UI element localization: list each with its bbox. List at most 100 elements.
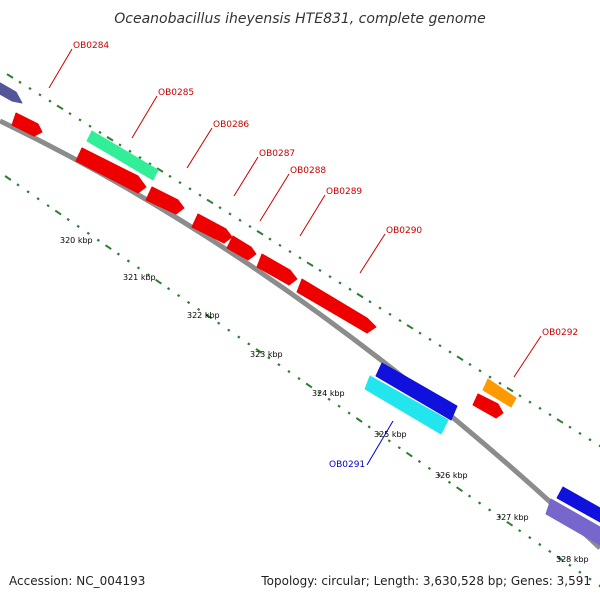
minor-tick [136,266,141,270]
gene-label[interactable]: OB0284 [73,41,109,51]
minor-tick [287,370,291,374]
minor-tick [227,328,231,332]
minor-tick [548,413,552,417]
minor-tick [417,459,422,464]
minor-tick [498,515,502,519]
minor-tick [78,118,82,122]
gene-arrow[interactable] [145,186,185,215]
minor-tick [528,535,532,540]
map-title: Oceanobacillus iheyensis HTE831, complet… [114,11,485,27]
gene-arrow[interactable] [482,378,517,408]
minor-tick [288,250,292,254]
minor-tick [166,287,171,291]
minor-tick [377,432,381,436]
major-tick [456,486,463,493]
minor-tick [237,335,241,339]
minor-tick [388,312,392,316]
minor-tick [538,542,542,547]
major-tick [456,355,464,361]
minor-tick [116,252,120,256]
minor-tick [367,425,371,429]
gene-label[interactable]: OB0292 [542,328,578,338]
genome-summary-text: Topology: circular; Length: 3,630,528 bp… [260,574,591,588]
kbp-label: 321 kbp [123,273,156,282]
minor-tick [218,206,222,210]
minor-tick [418,331,422,335]
gene-arrow[interactable] [364,375,449,435]
gene-arrow[interactable] [545,498,600,546]
gene-label[interactable]: OB0289 [326,187,362,197]
major-tick [556,418,564,424]
minor-tick [588,438,592,442]
minor-tick [177,293,181,298]
minor-tick [128,149,132,153]
minor-tick [88,124,92,128]
gene-label[interactable]: OB0286 [213,120,249,130]
minor-tick [568,425,572,429]
major-tick [56,104,64,111]
kbp-label: 322 kbp [187,311,220,320]
major-tick [155,278,162,285]
major-tick [506,520,514,527]
minor-tick [267,356,271,360]
accession-text: Accession: NC_004193 [9,574,145,588]
minor-tick [387,439,391,443]
minor-tick [26,190,30,194]
major-tick [54,209,62,216]
minor-tick [118,143,122,147]
minor-tick [538,406,542,410]
major-tick [205,313,213,320]
gene-arrow[interactable] [86,130,159,181]
inner-tick-row [4,175,600,588]
gene-arrow[interactable] [75,147,147,194]
kbp-label: 323 kbp [250,350,283,359]
minor-tick [428,337,432,341]
major-tick [406,324,414,330]
gene-arrow[interactable] [472,393,504,419]
minor-tick [518,529,522,533]
minor-tick [68,112,72,116]
kbp-label: 327 kbp [496,513,529,522]
gene-arrow[interactable] [191,213,233,244]
major-tick [256,230,264,236]
minor-tick [278,243,282,247]
minor-tick [188,187,192,191]
gene-arrow[interactable] [11,112,43,137]
gene-label[interactable]: OB0290 [386,226,422,236]
minor-tick [138,155,142,160]
gene-label[interactable]: OB0285 [158,88,194,98]
kbp-labels: 320 kbp 321 kbp 322 kbp 323 kbp 324 kbp … [60,236,589,564]
minor-tick [438,344,442,348]
gene-label[interactable]: OB0291 [329,460,365,470]
gene-label[interactable]: OB0287 [259,149,295,159]
kbp-label: 328 kbp [556,555,589,564]
outer-tick-row [6,73,600,448]
gene-arrow[interactable] [375,362,458,421]
kbp-label: 324 kbp [312,389,345,398]
gene-arrow[interactable] [256,253,298,286]
minor-tick [168,174,172,178]
major-tick [356,292,364,299]
minor-tick [337,404,341,408]
minor-tick [247,342,251,346]
minor-tick [398,318,402,323]
minor-tick [36,197,40,201]
minor-tick [86,231,90,235]
minor-tick [298,256,302,260]
gene-features [0,80,600,546]
minor-tick [197,307,201,311]
minor-tick [48,99,52,103]
gene-labels: OB0284 OB0285 OB0286 OB0287 OB0288 OB028… [73,41,578,470]
minor-tick [238,218,242,222]
minor-tick [578,431,582,436]
minor-tick [447,480,452,484]
gene-arrow[interactable] [226,235,257,261]
minor-tick [228,212,232,216]
gene-label[interactable]: OB0288 [290,166,326,176]
gene-arrow[interactable] [0,80,23,104]
major-tick [6,73,14,79]
minor-tick [588,577,592,581]
gene-arrow[interactable] [556,486,600,523]
gene-arrow[interactable] [296,278,377,334]
major-tick [506,386,514,393]
